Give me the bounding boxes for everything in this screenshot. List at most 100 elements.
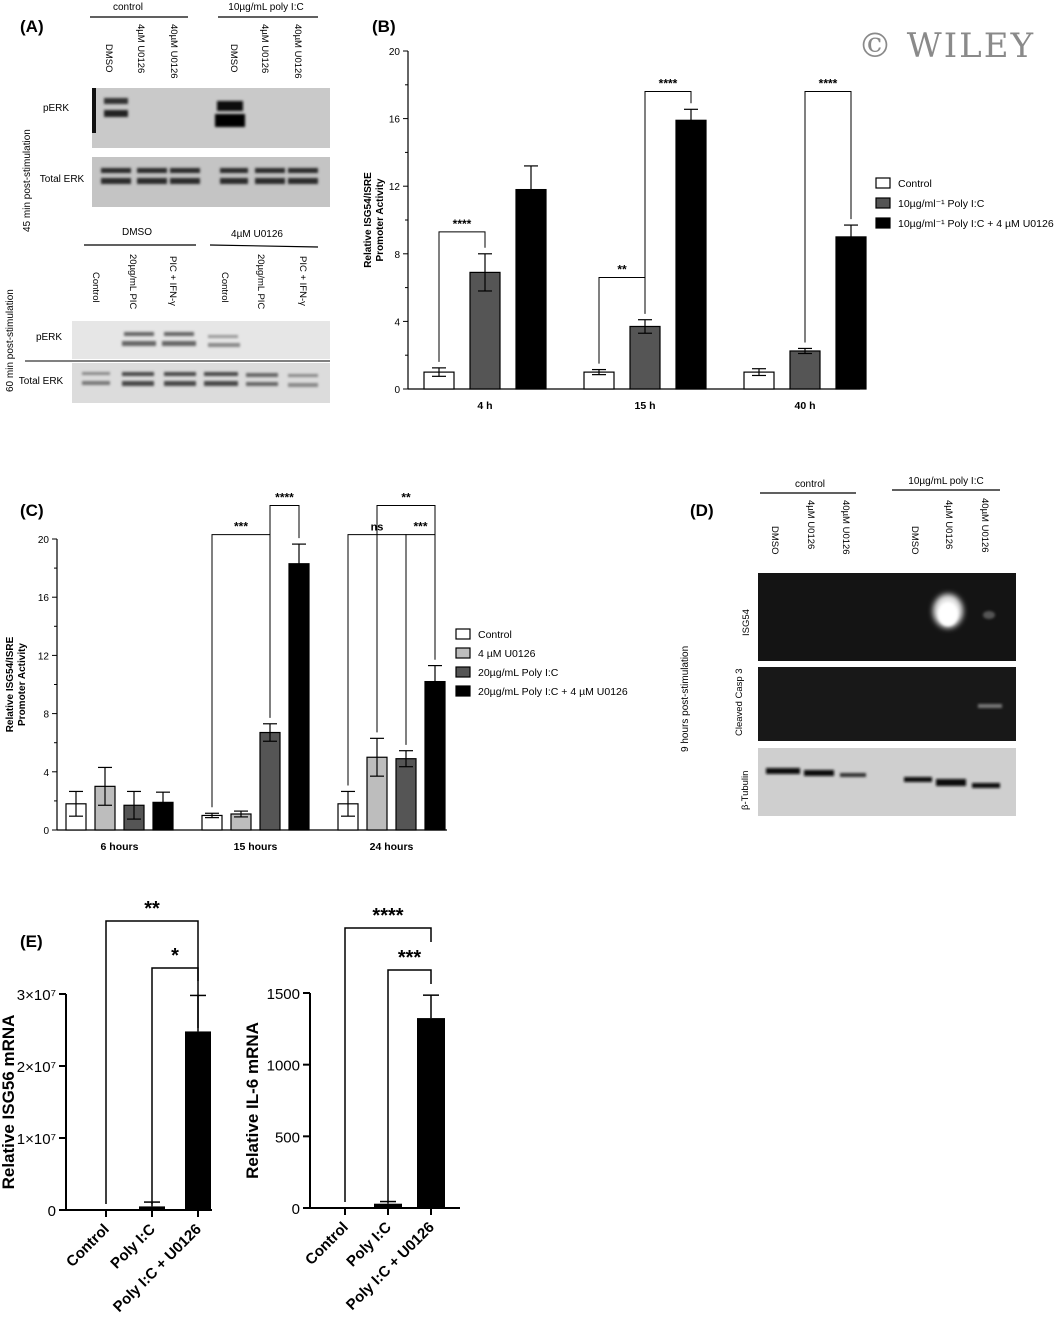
lane-label: DMSO — [909, 526, 920, 555]
blot-side-label: 60 min post-stimulation — [5, 289, 16, 392]
y-axis-title: Promoter Activity — [375, 178, 386, 261]
significance-bracket — [644, 91, 692, 314]
significance-bracket — [151, 967, 199, 1204]
lane-label: 4µM U0126 — [943, 500, 954, 549]
group-label-control: control — [113, 2, 143, 13]
y-axis-title: Relative IL-6 mRNA — [243, 1022, 262, 1179]
significance-label: *** — [234, 520, 248, 534]
legend-entry: 10µg/ml⁻¹ Poly I:C + 4 µM U0126 — [898, 218, 1054, 230]
bar — [835, 236, 867, 390]
panel-b: (B) 0 4 8 12 16 20 Relative ISG54/ISRE Promoter… — [363, 17, 1054, 412]
y-tick-label: 0 — [43, 826, 49, 837]
lane-label: Control — [90, 272, 101, 303]
row-label-total-erk: Total ERK — [19, 376, 64, 387]
bar — [395, 758, 417, 831]
bar — [259, 731, 281, 831]
row-label-beta-tubulin: β-Tubulin — [740, 771, 751, 810]
panel-d-label: (D) — [690, 501, 714, 520]
y-tick-label: 0 — [48, 1203, 56, 1220]
panel-e: (E) 0 1×10⁷ 2×10⁷ 3×10⁷ Relative ISG56 mRNA C… — [0, 898, 460, 1316]
row-label-total-erk: Total ERK — [40, 174, 85, 185]
lane-label: 40µM U0126 — [840, 500, 851, 555]
lane-label: 40µM U0126 — [292, 24, 303, 79]
legend-entry: 10µg/ml⁻¹ Poly I:C — [898, 198, 985, 210]
significance-label: **** — [275, 491, 294, 505]
significance-bracket — [387, 969, 432, 1202]
y-tick-label: 16 — [389, 115, 401, 126]
blot-isg54 — [758, 573, 1016, 661]
y-axis-title: Relative ISG54/ISRE — [363, 172, 374, 268]
x-tick-label: 6 hours — [101, 841, 139, 853]
significance-bracket — [105, 920, 199, 1204]
legend-swatch — [455, 666, 471, 678]
lane-label: DMSO — [769, 526, 780, 555]
panel-a-label: (A) — [20, 17, 44, 36]
wiley-watermark: © WILEY — [858, 26, 1036, 66]
y-tick-label: 1500 — [267, 986, 300, 1003]
group-label-dmso: DMSO — [122, 227, 152, 238]
legend-swatch — [875, 197, 891, 209]
significance-label: ** — [144, 898, 160, 920]
significance-bracket — [804, 91, 852, 343]
chart-c: 0 4 8 12 16 20 Relative ISG54/ISRE Promoter Act… — [5, 491, 628, 853]
group-label-polyic: 10µg/mL poly I:C — [908, 476, 983, 487]
legend-swatch — [455, 685, 471, 697]
x-tick-label: Control — [63, 1221, 113, 1271]
legend-swatch — [455, 647, 471, 659]
legend-swatch — [875, 177, 891, 189]
x-tick-label: 24 hours — [370, 841, 414, 853]
bar — [424, 680, 446, 831]
y-tick-label: 0 — [394, 385, 400, 396]
blot-side-label: 9 hours post-stimulation — [680, 646, 691, 752]
blot-perk-60min — [72, 321, 330, 359]
bar — [515, 188, 547, 390]
y-tick-label: 20 — [38, 535, 50, 546]
row-label-isg54: ISG54 — [741, 609, 752, 636]
y-tick-label: 0 — [292, 1201, 300, 1218]
y-axis-title: Promoter Activity — [17, 643, 28, 726]
row-label-perk: pERK — [43, 103, 69, 114]
significance-label: **** — [659, 77, 678, 91]
lane-label: 4µM U0126 — [135, 24, 146, 73]
panel-c-label: (C) — [20, 501, 44, 520]
lane-label: PIC + IFN-γ — [297, 256, 308, 306]
lane-label: 4µM U0126 — [805, 500, 816, 549]
panel-a: (A) control 10µg/mL poly I:C DMSO 4µM U0… — [5, 2, 330, 403]
panel-d: (D) control 10µg/mL poly I:C DMSO 4µM U0… — [680, 476, 1016, 816]
blot-total-erk-60min — [72, 363, 330, 403]
x-tick-label: 15 h — [634, 400, 655, 412]
legend-entry: Control — [478, 629, 512, 641]
row-label-cleaved-casp3: Cleaved Casp 3 — [734, 668, 745, 736]
y-tick-label: 4 — [394, 317, 400, 328]
lane-label: 40µM U0126 — [979, 498, 990, 553]
significance-bracket — [376, 505, 436, 733]
x-tick-label: 40 h — [794, 400, 815, 412]
group-label-polyic: 10µg/mL poly I:C — [228, 2, 303, 13]
lane-label: 40µM U0126 — [168, 24, 179, 79]
legend-entry: Control — [898, 178, 932, 190]
blot-side-label: 45 min post-stimulation — [22, 129, 33, 232]
significance-label: ** — [617, 262, 627, 276]
bar — [374, 1203, 402, 1208]
chart-b: 0 4 8 12 16 20 Relative ISG54/ISRE Promoter Act… — [363, 47, 1054, 412]
significance-label: * — [171, 945, 179, 967]
bar — [288, 563, 310, 831]
y-tick-label: 4 — [43, 768, 49, 779]
significance-label: **** — [372, 905, 403, 927]
bar — [629, 325, 661, 390]
y-axis-title: Relative ISG56 mRNA — [0, 1015, 18, 1190]
y-tick-label: 8 — [43, 710, 49, 721]
bar — [789, 350, 821, 390]
lane-label: PIC + IFN-γ — [167, 256, 178, 306]
x-tick-label: Poly I:C + U0126 — [110, 1221, 205, 1316]
y-tick-label: 500 — [275, 1129, 300, 1146]
y-tick-label: 2×10⁷ — [17, 1059, 56, 1076]
bar — [185, 1031, 211, 1210]
legend-swatch — [455, 628, 471, 640]
panel-b-label: (B) — [372, 17, 396, 36]
legend-entry: 4 µM U0126 — [478, 648, 536, 660]
significance-bracket — [344, 927, 432, 1202]
chart-e-isg56: 0 1×10⁷ 2×10⁷ 3×10⁷ Relative ISG56 mRNA Contr… — [0, 898, 212, 1316]
